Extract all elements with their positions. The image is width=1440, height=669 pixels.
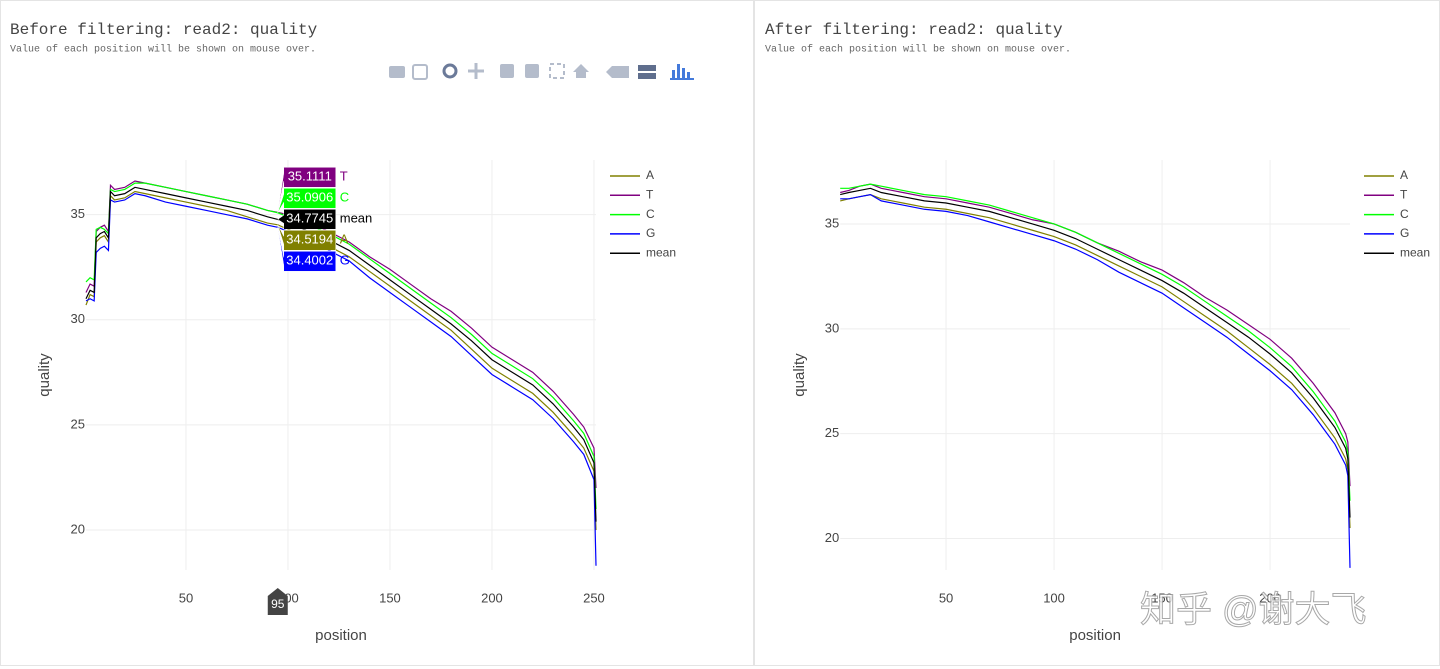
hover-name: A [340,232,349,247]
x-axis-title: position [1069,627,1121,644]
x-tick-label: 200 [1259,590,1281,605]
chart-subtitle: Value of each position will be shown on … [10,44,316,56]
pan-icon[interactable] [468,63,484,79]
hover-value: 35.1111 [288,169,332,184]
hover-box [277,209,337,230]
hover-name: C [340,190,349,205]
y-axis-title: quality [36,353,53,397]
hover-value: 34.4002 [286,253,333,268]
legend-label: A [646,168,654,182]
x-tick-label: 200 [481,590,503,605]
series-line [840,183,1351,487]
legend-label: T [646,187,654,201]
autoscale-icon[interactable] [549,63,565,79]
hover-name: mean [340,211,373,226]
y-tick-label: 25 [71,416,85,431]
panel-right [754,0,1440,666]
y-tick-label: 35 [71,206,85,221]
series-line [840,193,1351,568]
save-icon[interactable] [412,64,428,80]
x-tick-label: 150 [1151,590,1173,605]
hover-name: T [340,169,348,184]
x-axis-title: position [315,627,367,644]
zoom-out-icon[interactable] [525,64,539,78]
x-tick-label: 50 [939,590,953,605]
spike-icon[interactable] [606,66,629,78]
hover-name: G [340,253,350,268]
hover-box [277,167,337,213]
hover-box [277,188,337,213]
hover-box [277,227,337,272]
zoom-icon[interactable] [442,63,458,79]
x-tick-label: 50 [179,590,193,605]
legend-label: C [646,207,655,221]
legend-label: A [1400,168,1408,182]
hover-x-box [267,588,288,615]
y-tick-label: 20 [71,521,85,536]
hover-box [277,224,337,251]
legend-label: G [646,226,655,240]
legend-label: mean [646,245,676,259]
hover-value: 34.5194 [286,232,333,247]
modebar [389,63,694,80]
chart-subtitle: Value of each position will be shown on … [765,44,1071,56]
y-tick-label: 25 [825,425,839,440]
series-line [840,193,1351,529]
home-icon[interactable] [573,64,589,78]
x-tick-label: 250 [583,590,605,605]
hover-x-label: 95 [271,597,285,611]
hover-value: 35.0906 [286,190,333,205]
panel-left [0,0,754,666]
camera-icon[interactable] [389,66,405,78]
y-tick-label: 30 [825,320,839,335]
x-tick-label: 100 [1043,590,1065,605]
y-axis-title: quality [791,353,808,397]
x-tick-label: 150 [379,590,401,605]
hover-value: 34.7745 [286,211,333,226]
legend-label: G [1400,226,1409,240]
y-tick-label: 30 [71,311,85,326]
series-line [840,183,1351,501]
legend-label: mean [1400,245,1430,259]
y-tick-label: 35 [825,215,839,230]
zoom-in-icon[interactable] [500,64,514,78]
watermark: 知乎 @谢大飞 [1140,589,1367,630]
legend-label: C [1400,207,1409,221]
chart-title: After filtering: read2: quality [765,21,1063,39]
y-tick-label: 20 [825,530,839,545]
compare-icon[interactable] [638,65,656,79]
legend-label: T [1400,187,1408,201]
plotly-logo[interactable] [670,64,694,80]
series-line [840,187,1351,518]
chart-title: Before filtering: read2: quality [10,21,318,39]
